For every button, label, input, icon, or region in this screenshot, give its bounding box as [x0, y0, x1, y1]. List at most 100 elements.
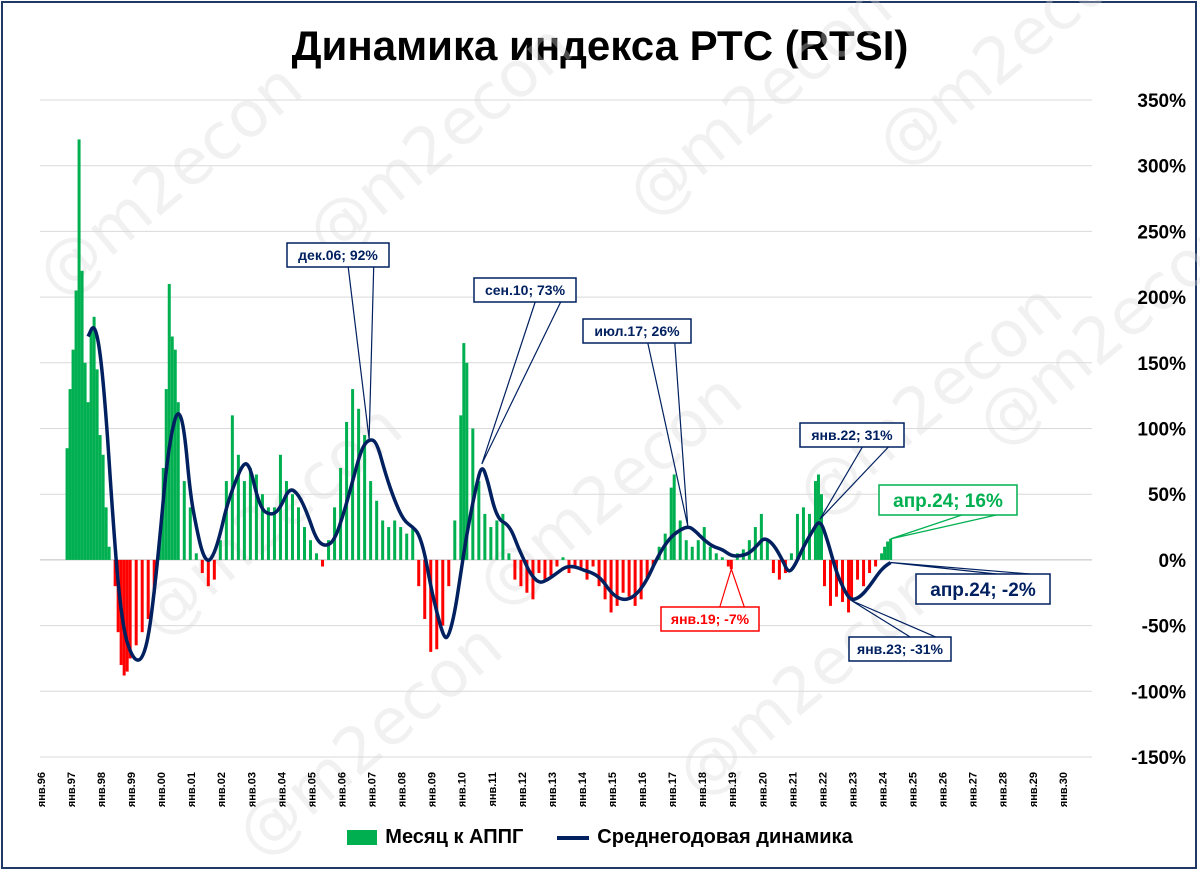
annotation-leader: [890, 514, 997, 540]
bar: [519, 559, 523, 587]
bar: [678, 520, 682, 560]
x-tick-label: янв.19: [727, 772, 739, 807]
bar: [104, 507, 108, 560]
bar: [495, 520, 499, 560]
x-tick-label: янв.14: [577, 771, 589, 807]
bar: [459, 415, 463, 560]
bar: [633, 559, 637, 606]
x-tick-label: янв.17: [667, 772, 679, 807]
annotation-leader: [481, 301, 562, 465]
bar: [98, 435, 102, 560]
x-tick-label: янв.96: [36, 772, 48, 807]
bar: [591, 559, 595, 567]
y-tick-label: 0%: [1159, 551, 1187, 572]
bar: [173, 349, 177, 560]
bar: [696, 540, 700, 560]
annotation-leader: [819, 446, 889, 520]
bar: [290, 494, 294, 560]
bar: [684, 540, 688, 560]
annotation-label: янв.22; 31%: [811, 427, 893, 443]
bar: [462, 343, 466, 560]
annotation-box: [473, 277, 577, 303]
watermark-text: @m2econ: [613, 0, 907, 232]
bar: [813, 481, 817, 560]
bar: [284, 481, 288, 560]
bar: [777, 559, 781, 580]
x-tick-label: янв.01: [186, 772, 198, 807]
annotation-leader: [890, 561, 1030, 575]
bar: [89, 329, 93, 560]
bar: [555, 559, 559, 567]
bar: [107, 546, 111, 560]
bar: [645, 559, 649, 580]
line-series: [86, 326, 892, 662]
x-tick-label: янв.13: [547, 772, 559, 807]
bar: [423, 559, 427, 620]
annotation-label: сен.10; 73%: [485, 282, 566, 298]
bar: [218, 540, 222, 560]
bar: [747, 540, 751, 560]
bar: [862, 559, 866, 587]
bar: [765, 540, 769, 560]
x-tick-label: янв.07: [367, 772, 379, 807]
y-tick-label: 200%: [1137, 288, 1186, 309]
y-tick-label: 350%: [1137, 91, 1186, 112]
bar: [170, 336, 174, 560]
bar: [795, 513, 799, 560]
bar: [886, 541, 890, 560]
bar: [194, 553, 198, 560]
bar: [345, 421, 349, 560]
x-tick-label: янв.97: [66, 772, 78, 807]
bar: [753, 527, 757, 560]
bar: [339, 467, 343, 560]
legend-swatch-bars: [347, 830, 378, 845]
annotation-label: янв.19; -7%: [671, 611, 750, 627]
annotation-leader: [851, 600, 936, 638]
bar: [525, 559, 529, 593]
bar: [801, 507, 805, 560]
annotations: дек.06; 92% сен.10; 73% июл.17; 26% янв.22;…: [286, 242, 1051, 662]
annotation-box: [582, 318, 692, 344]
bar: [80, 270, 84, 560]
bar: [375, 500, 379, 560]
x-tick-label: янв.11: [487, 772, 499, 807]
bar: [702, 527, 706, 560]
x-tick-label: янв.08: [397, 772, 409, 807]
bar: [690, 546, 694, 560]
bar: [315, 553, 319, 560]
annotation-box: [660, 606, 760, 632]
bar: [841, 559, 845, 602]
bar: [729, 559, 733, 570]
annotation-label: апр.24; 16%: [893, 491, 1003, 512]
annotation-leader: [719, 567, 745, 608]
x-tick-label: янв.10: [457, 772, 469, 807]
y-tick-label: 150%: [1137, 354, 1186, 375]
bar: [708, 546, 712, 560]
bar: [296, 507, 300, 560]
bar: [483, 513, 487, 560]
bar: [260, 494, 264, 560]
bar: [471, 428, 475, 560]
bar: [83, 362, 87, 560]
bar: [101, 454, 105, 560]
bar: [272, 507, 276, 560]
bar: [134, 559, 138, 646]
annotation-leader: [347, 266, 375, 440]
bar: [513, 559, 517, 580]
bar: [248, 467, 252, 560]
bar: [393, 520, 397, 560]
bar: [868, 559, 872, 574]
y-axis-ticks: 350% 300% 250% 200% 150% 100% 50% 0% -50% -100% -1…: [1131, 91, 1186, 769]
bar: [639, 559, 643, 600]
bar: [212, 559, 216, 580]
x-tick-label: янв.00: [156, 772, 168, 807]
bar: [874, 559, 878, 567]
bar: [128, 559, 132, 659]
x-tick-label: янв.29: [1028, 772, 1040, 807]
bar: [789, 553, 793, 560]
legend-item-line: Среднегодовая динамика: [557, 826, 853, 849]
bar: [182, 481, 186, 560]
line-path: [86, 326, 892, 662]
bar: [399, 527, 403, 560]
